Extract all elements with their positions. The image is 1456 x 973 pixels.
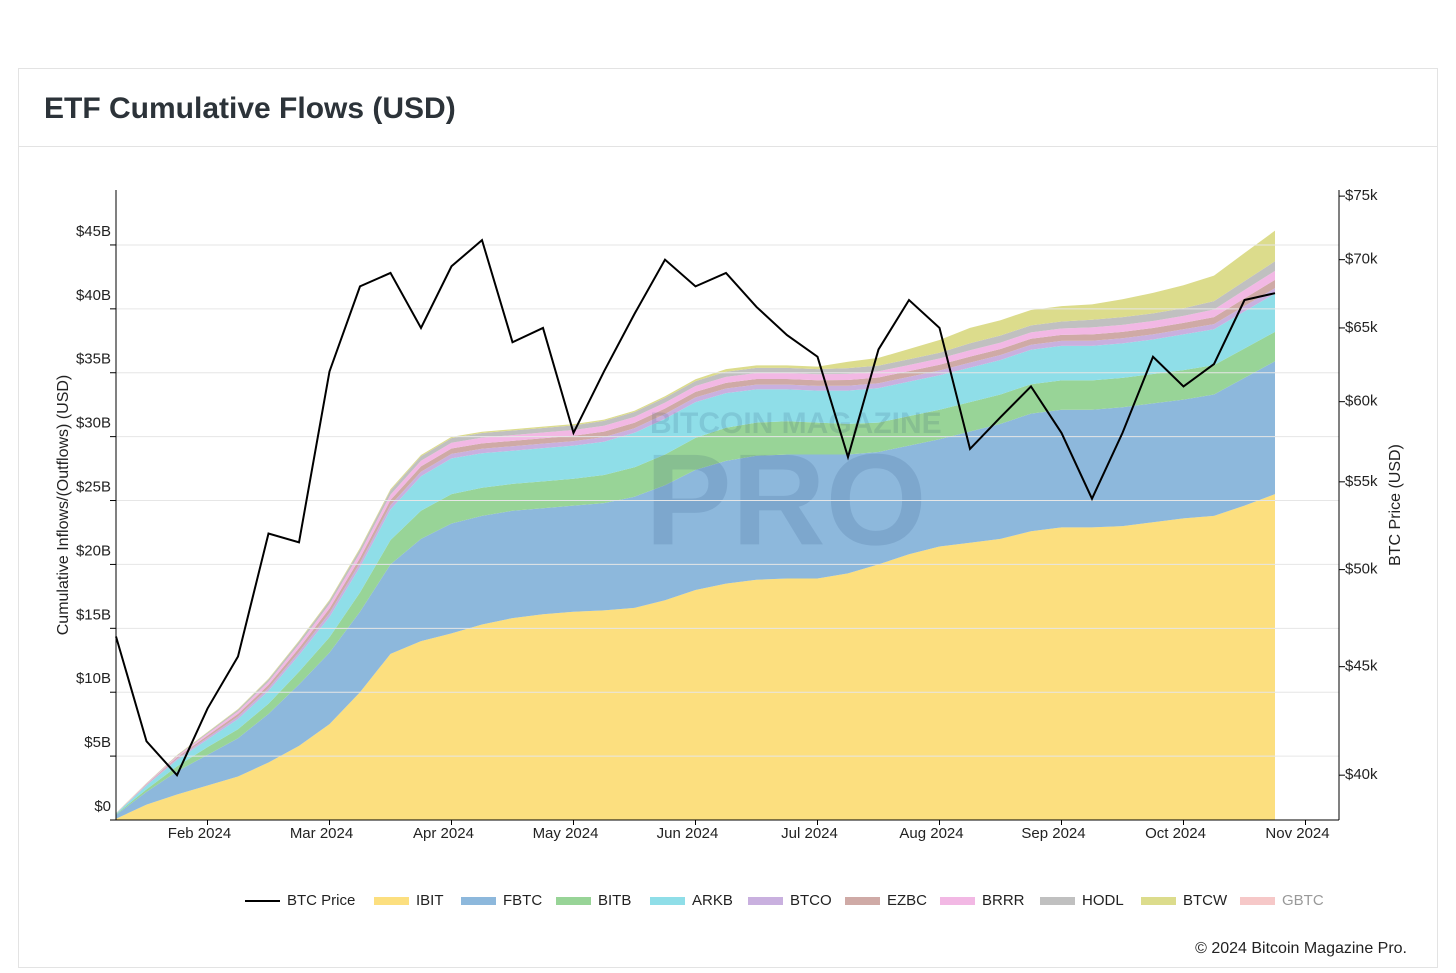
legend-label[interactable]: BTC Price bbox=[287, 892, 355, 909]
x-tick-label: Mar 2024 bbox=[290, 825, 353, 842]
watermark-text: PRO bbox=[645, 426, 927, 572]
legend-swatch bbox=[461, 897, 496, 905]
legend-label[interactable]: BITB bbox=[598, 892, 631, 909]
legend-label[interactable]: EZBC bbox=[887, 892, 927, 909]
x-tick-label: Nov 2024 bbox=[1265, 825, 1329, 842]
legend-swatch bbox=[940, 897, 975, 905]
area-hodl bbox=[116, 261, 1275, 814]
legend-label[interactable]: GBTC bbox=[1282, 892, 1324, 909]
area-brrr bbox=[116, 270, 1275, 814]
y-axis-label: Cumulative Inflows/(Outflows) (USD) bbox=[55, 375, 72, 636]
legend-label[interactable]: BTCW bbox=[1183, 892, 1228, 909]
legend-swatch bbox=[748, 897, 783, 905]
legend-swatch bbox=[1240, 897, 1275, 905]
legend-swatch bbox=[556, 897, 591, 905]
y-tick-label: $30B bbox=[76, 415, 111, 432]
x-tick-label: Sep 2024 bbox=[1021, 825, 1085, 842]
area-bitb bbox=[116, 331, 1275, 815]
legend-swatch bbox=[1040, 897, 1075, 905]
y2-tick-label: $55k bbox=[1345, 473, 1378, 490]
y2-tick-label: $65k bbox=[1345, 319, 1378, 336]
x-tick-label: Apr 2024 bbox=[413, 825, 474, 842]
chart-title: ETF Cumulative Flows (USD) bbox=[44, 92, 456, 125]
legend-swatch bbox=[1141, 897, 1176, 905]
legend-swatch bbox=[650, 897, 685, 905]
y-tick-label: $15B bbox=[76, 606, 111, 623]
y2-tick-label: $40k bbox=[1345, 766, 1378, 783]
x-tick-label: Feb 2024 bbox=[168, 825, 231, 842]
y-tick-label: $0 bbox=[94, 798, 111, 815]
x-tick-label: Jun 2024 bbox=[657, 825, 719, 842]
y-tick-label: $45B bbox=[76, 223, 111, 240]
legend-label[interactable]: FBTC bbox=[503, 892, 542, 909]
y2-tick-label: $75k bbox=[1345, 187, 1378, 204]
legend-label[interactable]: BTCO bbox=[790, 892, 832, 909]
y2-axis-label: BTC Price (USD) bbox=[1387, 444, 1404, 566]
legend-label[interactable]: ARKB bbox=[692, 892, 733, 909]
y2-tick-label: $50k bbox=[1345, 561, 1378, 578]
legend-label[interactable]: IBIT bbox=[416, 892, 444, 909]
btc-price-line bbox=[115, 238, 1276, 777]
watermark-text: BITCOIN MAGAZINE bbox=[650, 407, 942, 440]
y-tick-label: $10B bbox=[76, 670, 111, 687]
area-ibit bbox=[116, 494, 1275, 820]
y-tick-label: $40B bbox=[76, 287, 111, 304]
x-tick-label: May 2024 bbox=[533, 825, 599, 842]
footer: © 2024 Bitcoin Magazine Pro. bbox=[1195, 940, 1407, 957]
area-ezbc bbox=[116, 279, 1275, 814]
legend-swatch bbox=[845, 897, 880, 905]
area-fbtc bbox=[116, 361, 1275, 819]
legend-label[interactable]: BRRR bbox=[982, 892, 1025, 909]
x-tick-label: Aug 2024 bbox=[899, 825, 963, 842]
legend-swatch bbox=[374, 897, 409, 905]
y-tick-label: $25B bbox=[76, 478, 111, 495]
y2-tick-label: $45k bbox=[1345, 658, 1378, 675]
y2-tick-label: $60k bbox=[1345, 393, 1378, 410]
y2-tick-label: $70k bbox=[1345, 251, 1378, 268]
x-tick-label: Oct 2024 bbox=[1145, 825, 1206, 842]
x-tick-label: Jul 2024 bbox=[781, 825, 838, 842]
legend-label[interactable]: HODL bbox=[1082, 892, 1124, 909]
area-arkb bbox=[116, 293, 1275, 815]
y-tick-label: $35B bbox=[76, 351, 111, 368]
y-tick-label: $5B bbox=[84, 734, 111, 751]
watermark: BITCOIN MAGAZINE PRO bbox=[645, 407, 942, 572]
y-tick-label: $20B bbox=[76, 542, 111, 559]
